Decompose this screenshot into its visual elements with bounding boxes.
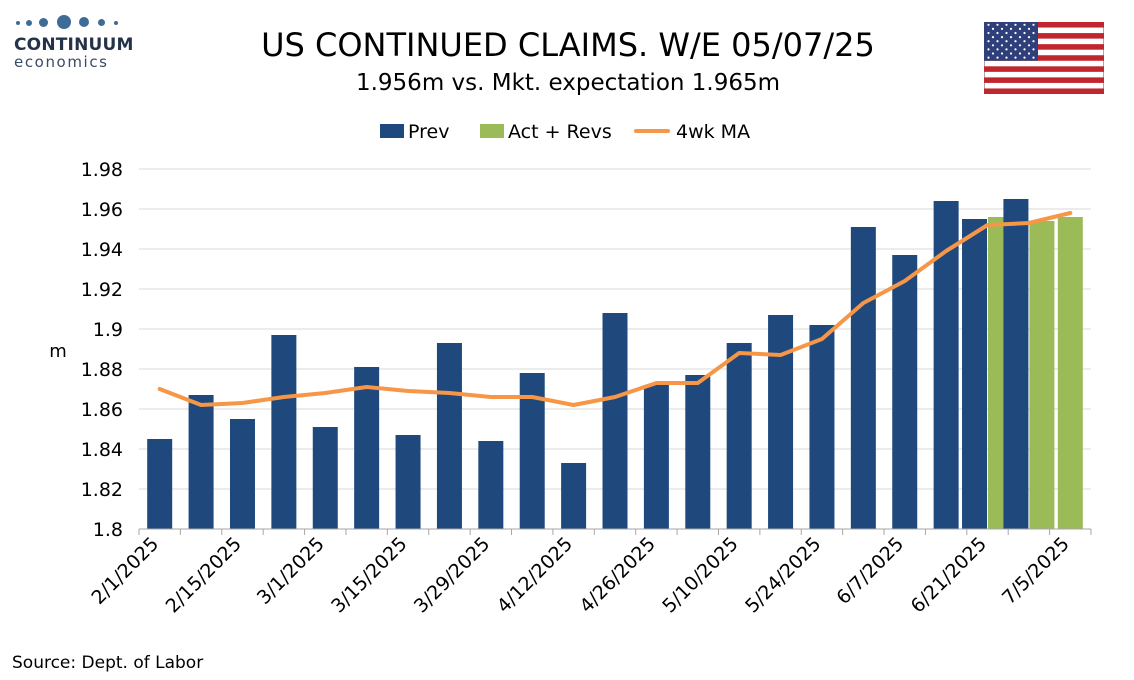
y-tick-label: 1.88 — [81, 359, 123, 381]
logo-subtitle: economics — [14, 53, 109, 71]
legend-label: Act + Revs — [508, 121, 612, 143]
logo-dots-icon — [14, 14, 134, 34]
bar-prev — [850, 227, 876, 529]
bar-act-revs — [1057, 217, 1083, 529]
bar-prev — [643, 385, 669, 529]
y-tick-label: 1.96 — [81, 199, 123, 221]
bar-prev — [271, 335, 297, 529]
y-axis-label: m — [49, 341, 67, 362]
bar-prev — [962, 219, 988, 529]
x-tick-label: 3/15/2025 — [327, 533, 411, 617]
bar-prev — [188, 395, 214, 529]
bar-prev — [561, 463, 587, 529]
y-tick-label: 1.9 — [93, 319, 123, 341]
x-tick-label: 6/7/2025 — [832, 533, 908, 609]
bar-prev — [768, 315, 794, 529]
x-tick-label: 6/21/2025 — [907, 533, 991, 617]
y-tick-label: 1.8 — [93, 519, 123, 541]
line-4wk-ma — [157, 211, 1073, 407]
bar-prev — [312, 427, 338, 529]
bar-prev — [602, 313, 628, 529]
chart-title: US CONTINUED CLAIMS. W/E 05/07/25 — [261, 26, 875, 64]
y-tick-label: 1.82 — [81, 479, 123, 501]
x-tick-label: 7/5/2025 — [998, 533, 1074, 609]
x-tick-label: 3/29/2025 — [410, 533, 494, 617]
x-tick-label: 3/1/2025 — [253, 533, 329, 609]
bar-prev — [436, 343, 462, 529]
bar-act-revs — [1029, 221, 1055, 529]
bar-prev — [478, 441, 504, 529]
us-flag-icon — [984, 22, 1104, 94]
x-tick-label: 4/26/2025 — [575, 533, 659, 617]
bar-prev — [892, 255, 918, 529]
legend-swatch — [380, 124, 404, 138]
y-tick-label: 1.98 — [81, 159, 123, 181]
x-tick-label: 4/12/2025 — [493, 533, 577, 617]
y-tick-label: 1.84 — [81, 439, 123, 461]
bar-prev — [1003, 199, 1029, 529]
x-tick-label: 2/15/2025 — [162, 533, 246, 617]
y-tick-label: 1.94 — [81, 239, 123, 261]
chart-subtitle: 1.956m vs. Mkt. expectation 1.965m — [355, 70, 781, 96]
bar-prev — [229, 419, 255, 529]
legend-label: Prev — [408, 121, 449, 143]
x-tick-label: 5/10/2025 — [658, 533, 742, 617]
x-tick-label: 5/24/2025 — [741, 533, 825, 617]
bar-prev — [685, 375, 711, 529]
claims-chart: 1.8 1.82 1.84 1.86 1.88 1.9 1.92 1.94 1.96 1.98 m 2… — [49, 121, 1092, 617]
y-tick-label: 1.86 — [81, 399, 123, 421]
logo-name: CONTINUUM — [14, 35, 134, 55]
legend-label: 4wk MA — [676, 121, 750, 143]
legend-swatch — [480, 124, 504, 138]
bar-prev — [354, 367, 380, 529]
bar-prev — [395, 435, 421, 529]
company-logo: CONTINUUM economics — [14, 14, 134, 71]
bar-prev — [726, 343, 752, 529]
x-tick-label: 2/1/2025 — [87, 533, 163, 609]
bar-prev — [147, 439, 173, 529]
bar-prev — [809, 325, 835, 529]
y-tick-label: 1.92 — [81, 279, 123, 301]
source-note: Source: Dept. of Labor — [12, 653, 204, 673]
